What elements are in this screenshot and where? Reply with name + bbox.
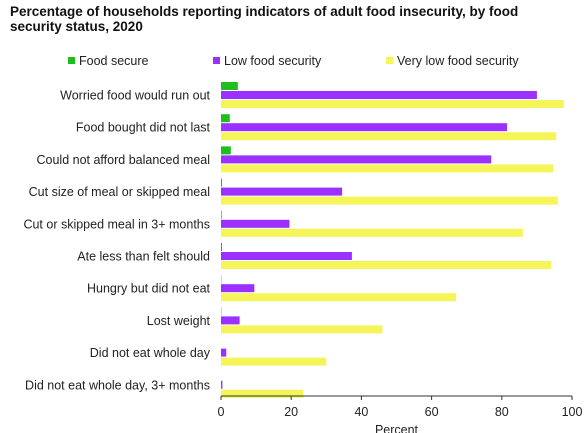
bar-low-food-security-did-not-eat-whole-day-3-months <box>221 380 223 389</box>
bar-low-food-security-food-bought-did-not-last <box>221 123 508 132</box>
legend-swatch-low-food-security <box>213 57 220 64</box>
bars-group <box>221 82 564 398</box>
legend-label-low-food-security: Low food security <box>224 54 322 68</box>
x-tick-label-0: 0 <box>218 405 225 419</box>
bar-low-food-security-ate-less-than-felt-should <box>221 252 352 260</box>
bar-low-food-security-cut-size-of-meal-or-skipped-meal <box>221 187 343 196</box>
x-tick-label-20: 20 <box>284 405 298 419</box>
bar-low-food-security-did-not-eat-whole-day <box>221 348 227 357</box>
bar-very-low-food-security-lost-weight <box>221 325 383 334</box>
category-label-hungry-but-did-not-eat: Hungry but did not eat <box>87 282 211 296</box>
category-label-cut-or-skipped-meal-in-3-months: Cut or skipped meal in 3+ months <box>23 217 210 231</box>
bar-low-food-security-hungry-but-did-not-eat <box>221 284 255 293</box>
bar-low-food-security-worried-food-would-run-out <box>221 91 537 99</box>
bar-very-low-food-security-cut-or-skipped-meal-in-3-months <box>221 228 523 237</box>
legend: Food secure Low food security Very low foo… <box>68 54 519 68</box>
bar-very-low-food-security-worried-food-would-run-out <box>221 100 564 108</box>
bar-very-low-food-security-hungry-but-did-not-eat <box>221 293 457 302</box>
chart-title: Percentage of households reporting indic… <box>10 4 519 34</box>
legend-swatch-food-secure <box>68 57 75 64</box>
bar-food-secure-ate-less-than-felt-should <box>221 243 223 251</box>
bar-very-low-food-security-did-not-eat-whole-day <box>221 357 327 366</box>
bar-food-secure-cut-or-skipped-meal-in-3-months <box>221 210 222 219</box>
bar-low-food-security-could-not-afford-balanced-meal <box>221 155 492 164</box>
category-label-ate-less-than-felt-should: Ate less than felt should <box>77 250 210 264</box>
x-tick-label-80: 80 <box>495 405 509 419</box>
category-label-lost-weight: Lost weight <box>147 314 211 328</box>
legend-swatch-very-low-food-security <box>386 57 393 64</box>
category-label-cut-size-of-meal-or-skipped-meal: Cut size of meal or skipped meal <box>29 185 210 199</box>
category-label-food-bought-did-not-last: Food bought did not last <box>76 121 211 135</box>
category-label-did-not-eat-whole-day-3-months: Did not eat whole day, 3+ months <box>25 378 210 392</box>
bar-very-low-food-security-did-not-eat-whole-day-3-months <box>221 389 304 398</box>
bar-food-secure-cut-size-of-meal-or-skipped-meal <box>221 178 223 187</box>
legend-label-food-secure: Food secure <box>79 54 149 68</box>
category-label-did-not-eat-whole-day: Did not eat whole day <box>90 346 211 360</box>
bar-very-low-food-security-cut-size-of-meal-or-skipped-meal <box>221 196 558 205</box>
bar-food-secure-worried-food-would-run-out <box>221 82 238 90</box>
bar-very-low-food-security-food-bought-did-not-last <box>221 132 557 141</box>
x-axis-label: Percent <box>375 423 419 433</box>
x-axis-ticks: 0 20 40 60 80 100 <box>218 396 583 419</box>
legend-label-very-low-food-security: Very low food security <box>397 54 519 68</box>
category-label-could-not-afford-balanced-meal: Could not afford balanced meal <box>37 153 211 167</box>
x-tick-label-40: 40 <box>354 405 368 419</box>
category-label-worried-food-would-run-out: Worried food would run out <box>60 89 210 103</box>
bar-very-low-food-security-ate-less-than-felt-should <box>221 261 551 269</box>
bar-food-secure-food-bought-did-not-last <box>221 114 230 123</box>
category-labels: Worried food would run out Food bought di… <box>23 89 210 393</box>
bar-low-food-security-cut-or-skipped-meal-in-3-months <box>221 219 290 228</box>
x-tick-label-60: 60 <box>425 405 439 419</box>
bar-very-low-food-security-could-not-afford-balanced-meal <box>221 164 554 173</box>
x-tick-label-100: 100 <box>562 405 583 419</box>
bar-food-secure-could-not-afford-balanced-meal <box>221 146 231 155</box>
bar-low-food-security-lost-weight <box>221 316 240 325</box>
